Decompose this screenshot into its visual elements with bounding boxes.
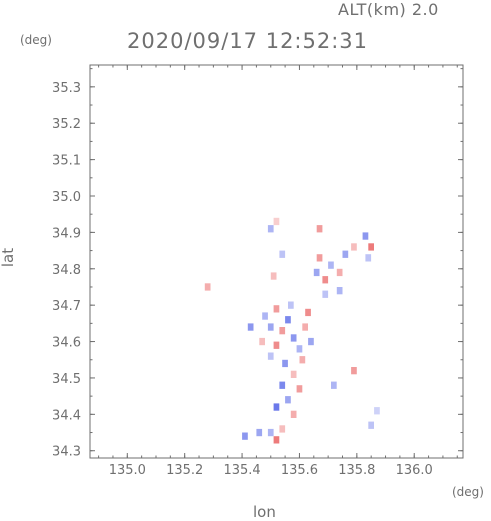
x-tick-label: 135.8 xyxy=(338,463,375,478)
radar-cell xyxy=(351,367,357,375)
plot-axes: 135.0 135.2 135.4 135.6 135.8 136.0 34.3 34.4 34… xyxy=(52,64,464,478)
x-tick-label: 135.2 xyxy=(166,463,203,478)
altitude-label: ALT(km) 2.0 xyxy=(338,0,439,19)
radar-cell xyxy=(316,254,323,262)
radar-cell xyxy=(267,323,274,331)
radar-cell xyxy=(322,290,329,298)
radar-cell xyxy=(288,301,294,309)
x-tick-label: 135.4 xyxy=(223,463,260,478)
radar-cell xyxy=(273,341,280,349)
radar-cell xyxy=(204,283,211,291)
radar-cell xyxy=(336,268,343,277)
radar-cell xyxy=(290,370,297,378)
plot-frame xyxy=(89,64,464,459)
radar-cell xyxy=(328,261,334,269)
radar-cell xyxy=(374,407,380,415)
y-tick-label: 34.3 xyxy=(52,445,81,460)
radar-cell xyxy=(305,308,311,317)
radar-cell xyxy=(267,352,274,360)
radar-cell xyxy=(362,232,369,240)
radar-cell xyxy=(242,432,248,440)
y-tick-label: 35.2 xyxy=(52,117,81,132)
radar-cell xyxy=(262,312,268,320)
radar-cell xyxy=(270,272,277,280)
radar-cell xyxy=(259,337,265,346)
chart-timestamp-title: 2020/09/17 12:52:31 xyxy=(127,29,369,53)
y-tick-label: 35.0 xyxy=(52,190,81,205)
radar-cell xyxy=(290,410,297,418)
y-tick-label: 34.7 xyxy=(52,299,81,314)
x-axis-label: lon xyxy=(253,503,276,521)
radar-cell xyxy=(368,421,374,429)
radar-cell xyxy=(285,316,291,324)
radar-cell xyxy=(273,403,280,411)
y-tick-label: 34.5 xyxy=(52,372,81,387)
radar-cell xyxy=(322,276,329,284)
radar-cell xyxy=(273,217,280,226)
x-tick-label: 135.6 xyxy=(281,463,318,478)
radar-cell xyxy=(342,250,349,258)
radar-cell xyxy=(285,396,291,404)
radar-cell xyxy=(247,323,254,331)
y-tick-label: 34.9 xyxy=(52,226,81,241)
radar-cell xyxy=(279,381,286,389)
radar-cell xyxy=(279,250,286,258)
y-tick-label: 34.8 xyxy=(52,263,81,278)
radar-cell xyxy=(267,428,274,437)
radar-cell xyxy=(296,385,303,393)
radar-cell xyxy=(313,268,320,277)
radar-cell xyxy=(282,359,288,368)
radar-cell xyxy=(299,356,306,364)
radar-cell xyxy=(296,345,303,353)
y-tick-label: 34.6 xyxy=(52,336,81,351)
radar-cell xyxy=(316,225,323,233)
radar-cell xyxy=(331,381,337,389)
radar-cell xyxy=(368,243,374,251)
radar-cell xyxy=(308,337,314,346)
y-tick-label: 35.3 xyxy=(52,81,81,96)
radar-cell xyxy=(267,225,274,233)
radar-cell xyxy=(302,323,308,331)
radar-cell xyxy=(273,305,280,313)
radar-cells xyxy=(204,217,380,444)
radar-cell xyxy=(336,287,343,295)
radar-cell xyxy=(351,243,357,251)
radar-cell xyxy=(256,428,263,437)
y-tick-label: 35.1 xyxy=(52,154,81,169)
y-tick-label: 34.4 xyxy=(52,408,81,423)
radar-cell xyxy=(279,425,286,433)
radar-cell xyxy=(273,436,280,444)
x-tick-label: 136.0 xyxy=(396,463,433,478)
y-axis-unit: (deg) xyxy=(20,33,52,47)
radar-cell xyxy=(279,327,286,335)
radar-cell xyxy=(290,334,297,342)
radar-cell xyxy=(365,254,372,262)
x-tick-label: 135.0 xyxy=(109,463,146,478)
x-axis-unit: (deg) xyxy=(452,485,484,499)
